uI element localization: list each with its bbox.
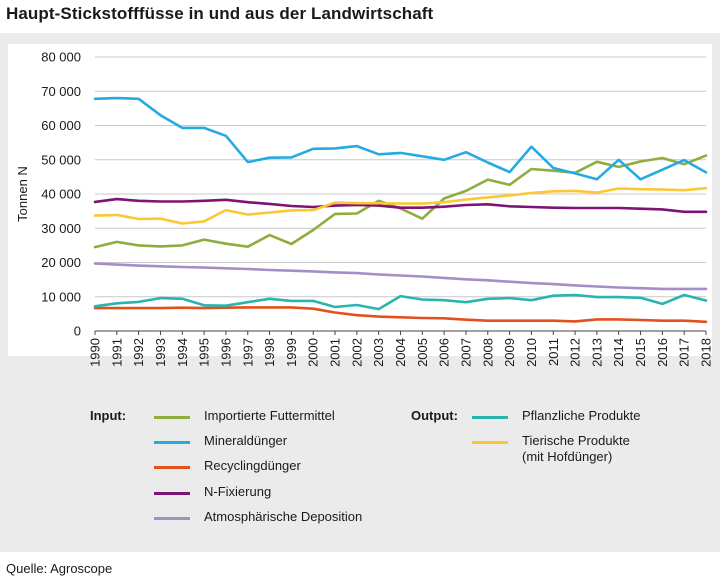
y-axis-label: Tonnen N [15,166,30,222]
x-tick-label: 1998 [262,338,277,367]
series-line-mineral [93,96,708,181]
legend-label-pflanz: Pflanzliche Produkte [522,408,641,423]
legend-item-atmos: Atmosphärische Deposition [154,509,362,525]
x-tick-label: 1990 [88,338,103,367]
legend-swatch-pflanz [472,416,508,419]
series-line-recycling [93,306,708,324]
y-tick-label: 10 000 [41,289,81,304]
legend-label-tierisch-line2: (mit Hofdünger) [522,449,613,464]
legend-item-mineral: Mineraldünger [154,433,287,449]
legend-item-recycling: Recyclingdünger [154,458,301,474]
x-tick-label: 2007 [458,338,473,367]
legend-label-importierte: Importierte Futtermittel [204,408,335,423]
chart-title: Haupt-Stickstofffüsse in und aus der Lan… [6,4,434,23]
x-tick-label: 1997 [240,338,255,367]
legend-item-nfix: N-Fixierung [154,484,271,500]
x-tick-label: 2008 [480,338,495,367]
x-tick-label: 2015 [633,338,648,367]
x-tick-label: 1991 [109,338,124,367]
x-tick-label: 2018 [699,338,714,367]
x-tick-label: 1992 [131,338,146,367]
legend-output-heading: Output: [411,408,458,423]
x-tick-label: 1995 [197,338,212,367]
series-line-pflanz [93,293,708,311]
x-tick-label: 2001 [328,338,343,367]
legend-swatch-importierte [154,416,190,419]
legend-input-heading: Input: [90,408,127,423]
legend-item-tierisch: Tierische Produkte (mit Hofdünger) [472,433,630,465]
x-tick-label: 2002 [349,338,364,367]
y-tick-label: 20 000 [41,255,81,270]
source-note: Quelle: Agroscope [6,561,113,576]
x-tick-label: 1993 [153,338,168,367]
x-tick-label: 2004 [393,338,408,367]
x-tick-label: 2000 [306,338,321,367]
legend-label-tierisch: Tierische Produkte (mit Hofdünger) [522,433,630,465]
line-chart: 0 10 000 20 000 30 000 40 000 50 000 60 000 70 … [15,50,714,367]
y-tick-label: 60 000 [41,118,81,133]
legend-swatch-atmos [154,517,190,520]
x-tick-label: 2017 [677,338,692,367]
x-tick-label: 2010 [524,338,539,367]
series-line-atmos [93,262,708,291]
x-tick-label: 2014 [611,338,626,367]
legend-swatch-tierisch [472,441,508,444]
legend-label-tierisch-line1: Tierische Produkte [522,433,630,448]
x-tick-label: 1994 [175,338,190,367]
legend: Input: Output: Importierte Futtermittel … [8,390,712,540]
x-tick-label: 2003 [371,338,386,367]
x-tick-label: 2013 [589,338,604,367]
y-tick-label: 30 000 [41,221,81,236]
x-tick-label: 2009 [502,338,517,367]
y-tick-label: 0 [74,324,81,339]
x-tick-label: 1999 [284,338,299,367]
legend-label-atmos: Atmosphärische Deposition [204,509,363,524]
y-tick-label: 70 000 [41,84,81,99]
x-tick-label: 2011 [546,338,561,366]
legend-item-pflanz: Pflanzliche Produkte [472,408,641,424]
legend-item-importierte: Importierte Futtermittel [154,408,335,424]
series-line-tierisch [93,186,708,225]
legend-swatch-recycling [154,466,190,469]
x-tick-label: 1996 [218,338,233,367]
legend-label-nfix: N-Fixierung [204,484,272,499]
y-tick-label: 40 000 [41,187,81,202]
x-tick-label: 2016 [655,338,670,367]
legend-swatch-nfix [154,492,190,495]
y-tick-label: 80 000 [41,50,81,65]
x-tick-label: 2006 [437,338,452,367]
x-tick-label: 2012 [568,338,583,367]
legend-label-recycling: Recyclingdünger [204,458,301,473]
y-tick-label: 50 000 [41,152,81,167]
legend-label-mineral: Mineraldünger [204,433,288,448]
series-line-nfix [93,197,708,214]
legend-swatch-mineral [154,441,190,444]
x-tick-label: 2005 [415,338,430,367]
